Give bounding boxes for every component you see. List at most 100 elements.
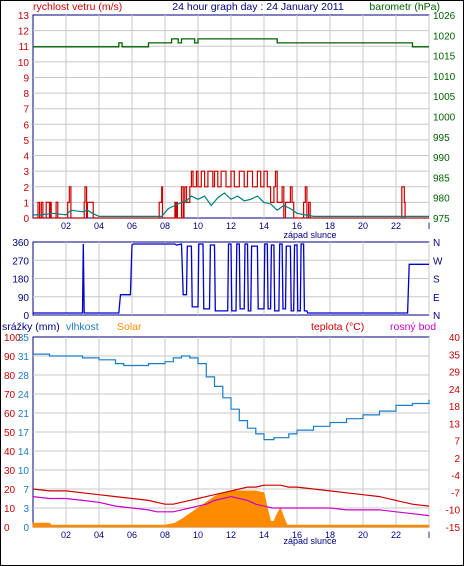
rain-y-tick: 70 <box>4 390 16 401</box>
compass-tick: N <box>433 238 440 249</box>
wind-y-tick: 10 <box>18 58 30 69</box>
dir-y-tick: 90 <box>18 293 30 304</box>
wind-axis-label: rychlost vetru (m/s) <box>33 1 122 13</box>
humidity-y-tick: 0 <box>23 523 29 534</box>
baro-y-tick: 1026 <box>433 11 456 22</box>
rain-x-tick: I <box>428 530 431 540</box>
wind-y-tick: 9 <box>23 73 29 84</box>
dewpoint-label: rosný bod <box>390 321 436 333</box>
wind-y-tick: 3 <box>23 167 29 178</box>
wind-x-tick: 06 <box>127 221 137 231</box>
temp-y-tick: 29 <box>449 368 461 379</box>
rain-y-tick: 60 <box>4 409 16 420</box>
baro-y-tick: 975 <box>433 214 450 225</box>
wind-x-tick: 02 <box>61 221 71 231</box>
solar-area <box>32 490 430 528</box>
wind-y-tick: 7 <box>23 105 29 116</box>
temp-y-tick: -10 <box>446 506 461 517</box>
dir-y-tick: 270 <box>12 256 29 267</box>
wind-y-tick: 13 <box>18 11 30 22</box>
temp-y-tick: -15 <box>446 523 461 534</box>
humidity-y-tick: 35 <box>18 333 30 344</box>
direction-y-ticks: 0 90 180 270 360 <box>12 238 29 322</box>
direction-series <box>33 243 429 314</box>
temp-y-tick: 13 <box>449 419 461 430</box>
temp-y-tick: 24 <box>449 385 461 396</box>
temp-y-tick: -7 <box>451 488 460 499</box>
gust-line <box>33 170 429 219</box>
wind-x-tick: 08 <box>160 221 170 231</box>
baro-y-tick: 1005 <box>433 92 456 103</box>
rain-x-tick: 10 <box>193 530 203 540</box>
temp-y-tick: 40 <box>449 333 461 344</box>
rain-axis-label: srážky (mm) <box>2 321 60 333</box>
wind-y-tick: 0 <box>23 214 29 225</box>
wind-y-tick: 5 <box>23 136 29 147</box>
wind-x-ticks: 02 04 06 08 10 12 14 16 18 20 22 I <box>61 221 430 231</box>
temp-y-tick: -4 <box>451 471 460 482</box>
temp-y-tick: 18 <box>449 402 461 413</box>
wind-y-tick: 4 <box>23 152 29 163</box>
humidity-y-tick: 7 <box>23 485 29 496</box>
baro-line <box>33 38 429 48</box>
wind-y-tick: 12 <box>18 27 30 38</box>
baro-y-tick: 995 <box>433 133 450 144</box>
wind-y-tick: 1 <box>23 198 29 209</box>
baro-y-ticks: 975 980 985 990 995 1000 1005 1010 1015 1020 1026 <box>433 11 456 225</box>
wind-x-tick: 20 <box>358 221 368 231</box>
temperature-line <box>32 484 430 507</box>
dir-y-tick: 0 <box>23 311 29 322</box>
wind-x-tick: 04 <box>94 221 104 231</box>
baro-y-tick: 1015 <box>433 52 456 63</box>
baro-y-tick: 985 <box>433 173 450 184</box>
humidity-label: vlhkost <box>66 321 99 333</box>
baro-y-tick: 1020 <box>433 31 456 42</box>
rain-y-tick: 50 <box>4 428 16 439</box>
baro-y-tick: 990 <box>433 153 450 164</box>
rain-x-tick: 08 <box>160 530 170 540</box>
baro-y-tick: 1000 <box>433 113 456 124</box>
rain-y-tick: 0 <box>4 523 10 534</box>
humidity-line <box>33 353 430 441</box>
wind-avg-line <box>33 192 429 217</box>
compass-tick: S <box>433 275 440 286</box>
humidity-y-tick: 3 <box>23 504 29 515</box>
rain-x-tick: 18 <box>325 530 335 540</box>
compass-tick: N <box>433 311 440 322</box>
rain-x-tick: 06 <box>127 530 137 540</box>
wind-series <box>33 38 429 219</box>
baro-axis-label: barometr (hPa) <box>369 1 440 13</box>
rain-x-tick: 14 <box>259 530 269 540</box>
rain-y-tick: 80 <box>4 371 16 382</box>
rain-x-tick: 12 <box>226 530 236 540</box>
dewpoint-line <box>32 495 430 517</box>
temp-y-tick: 7 <box>454 437 460 448</box>
rain-series <box>32 353 430 528</box>
rain-y-tick: 20 <box>4 485 16 496</box>
humidity-y-tick: 21 <box>18 409 30 420</box>
temp-y-tick: 2 <box>454 454 460 465</box>
wind-x-tick: 12 <box>226 221 236 231</box>
rain-y-tick: 30 <box>4 466 16 477</box>
temp-y-ticks: -15 -10 -7 -4 2 7 13 18 24 29 35 40 <box>446 333 461 534</box>
rain-x-tick: 20 <box>358 530 368 540</box>
wind-x-tick: 18 <box>325 221 335 231</box>
temp-y-tick: 35 <box>449 350 461 361</box>
humidity-y-tick: 14 <box>18 447 30 458</box>
rain-x-ticks: 02 04 06 08 10 12 14 16 18 20 22 I <box>61 530 430 540</box>
rain-y-tick: 90 <box>4 352 16 363</box>
wind-y-tick: 11 <box>19 42 30 53</box>
dir-y-tick: 180 <box>12 275 29 286</box>
direction-line <box>33 243 429 314</box>
humidity-y-tick: 28 <box>18 371 30 382</box>
rain-y-tick: 100 <box>4 333 21 344</box>
rain-x-tick: 16 <box>292 530 302 540</box>
temp-label: teplota (°C) <box>311 321 364 333</box>
wind-x-tick: 22 <box>391 221 401 231</box>
rain-y-tick: 10 <box>4 504 16 515</box>
rain-y-tick: 40 <box>4 447 16 458</box>
sunset-label-bottom: západ slunce <box>283 536 336 546</box>
